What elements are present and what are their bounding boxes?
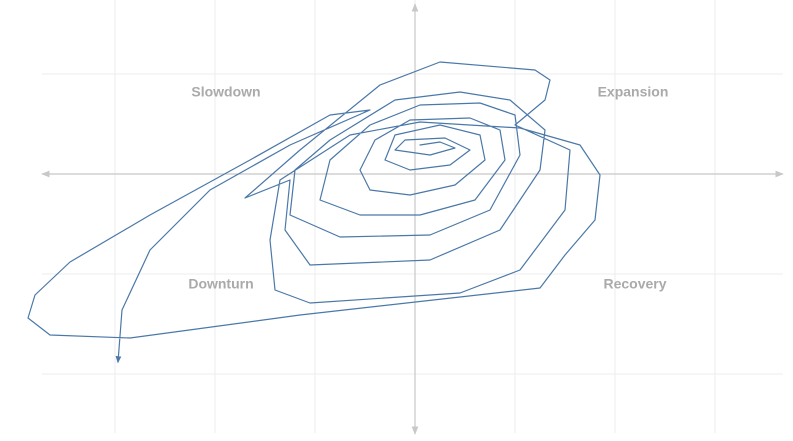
quadrant-label: Downturn — [188, 276, 253, 292]
quadrant-label: Expansion — [598, 84, 669, 100]
quadrant-label: Slowdown — [191, 84, 260, 100]
quadrant-label: Recovery — [603, 276, 666, 292]
grid — [42, 0, 783, 433]
cycle-line — [27, 61, 601, 364]
